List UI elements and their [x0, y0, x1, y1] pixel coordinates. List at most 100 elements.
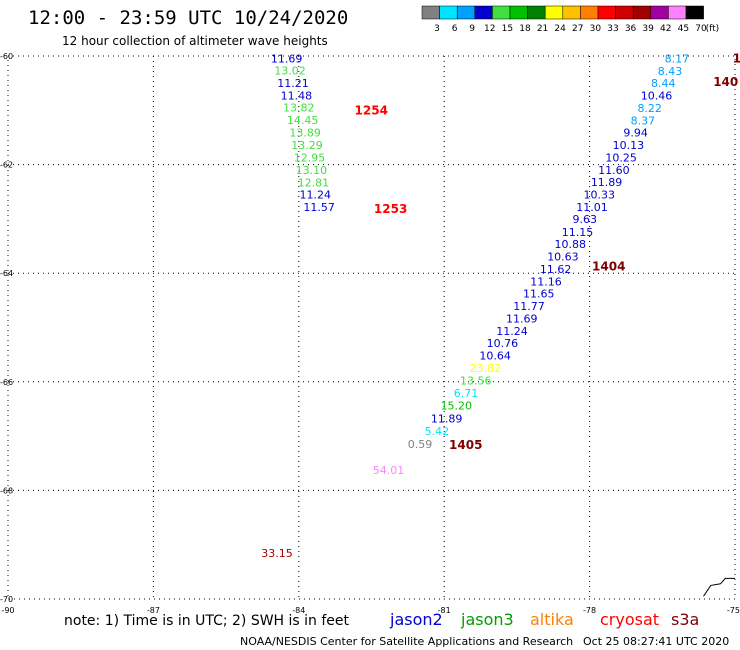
colorbar-tick-label: 24 [554, 24, 566, 34]
colorbar-tick-label: 39 [642, 24, 654, 34]
wave-height-point: 11.69 [271, 53, 303, 66]
wave-height-point: 12.81 [298, 177, 330, 190]
wave-height-point: 15.20 [441, 400, 473, 413]
satellite-legend: jason2 jason3 altika cryosat s3a [389, 610, 699, 629]
wave-height-point: 11.48 [281, 90, 313, 103]
colorbar-swatch [544, 5, 564, 20]
colorbar-swatch [456, 5, 476, 20]
wave-height-point: 11.69 [506, 312, 538, 325]
colorbar-swatch [527, 5, 546, 20]
wave-height-point: 8.22 [637, 102, 662, 115]
wave-height-point: 11.24 [300, 188, 332, 201]
wave-height-point: 11.01 [576, 201, 608, 214]
colorbar-tick-label: 18 [519, 24, 531, 34]
wave-height-point: 54.01 [373, 464, 405, 477]
x-tick-label: -78 [583, 606, 596, 615]
wave-height-point: 8.37 [631, 115, 656, 128]
x-tick-label: -90 [1, 606, 14, 615]
colorbar-tick-label: 70 [695, 24, 707, 34]
y-tick-label: -60 [0, 52, 13, 61]
wave-height-point: 0.59 [408, 438, 433, 451]
wave-height-point: 6.71 [454, 387, 479, 400]
colorbar-swatch [562, 5, 581, 20]
wave-height-point: 11.16 [530, 275, 562, 288]
y-tick-label: -70 [0, 595, 13, 604]
colorbar-tick-label: 42 [660, 24, 671, 34]
wave-height-point: 8.43 [658, 65, 683, 78]
wave-height-point: 13.02 [274, 65, 306, 78]
satellite-legend-item: jason3 [460, 610, 514, 629]
wave-height-point: 13.82 [283, 102, 315, 115]
pass-time-label: 1254 [355, 103, 388, 117]
colorbar-swatch [439, 5, 458, 20]
axes: -90 -87 -84 -81 -78 -75 -60 -62 -64 -66 -68 -70 [0, 52, 740, 615]
wave-height-point: 11.57 [303, 201, 335, 214]
y-tick-label: -64 [0, 269, 13, 278]
colorbar-swatch [580, 5, 599, 20]
colorbar-tick-label: 33 [607, 24, 618, 34]
x-tick-label: -87 [147, 606, 160, 615]
y-tick-label: -62 [0, 161, 13, 170]
colorbar-tick-label: 21 [537, 24, 548, 34]
colorbar-swatch [650, 5, 669, 20]
wave-height-point: 8.17 [665, 53, 690, 66]
footer-note: note: 1) Time is in UTC; 2) SWH is in fe… [64, 613, 350, 629]
colorbar-legend: 3 6 9 12 15 18 21 24 27 30 33 36 39 42 45 70(ft) [421, 5, 720, 34]
wave-height-point: 13.10 [296, 164, 328, 177]
colorbar-tick-label: 45 [678, 24, 689, 34]
colorbar-tick-label: 30 [590, 24, 602, 34]
wave-height-point: 11.24 [496, 325, 528, 338]
wave-height-point: 9.94 [623, 127, 648, 140]
wave-height-point: 10.88 [554, 238, 586, 251]
x-tick-label: -84 [292, 606, 305, 615]
wave-height-point: 11.89 [591, 176, 623, 189]
wave-height-point: 11.65 [523, 287, 555, 300]
colorbar-tick-label: 9 [469, 24, 475, 34]
satellite-legend-item: cryosat [600, 610, 659, 629]
wave-height-point: 10.33 [584, 188, 616, 201]
pass-time-label: 1405 [449, 438, 482, 452]
pass-time-label: 1404 [592, 260, 625, 274]
pass-time-label: 1 [733, 52, 740, 66]
colorbar-swatch [597, 5, 616, 20]
satellite-legend-item: altika [530, 610, 574, 629]
wave-height-point: 13.29 [291, 139, 323, 152]
wave-height-point: 10.13 [613, 139, 645, 152]
y-tick-label: -66 [0, 378, 13, 387]
colorbar-swatch [685, 5, 704, 20]
wave-height-point: 10.63 [547, 250, 579, 263]
wave-height-point: 11.60 [598, 164, 630, 177]
coastline-segment [703, 577, 735, 597]
colorbar-swatch [474, 5, 493, 20]
wave-height-point: 10.25 [605, 152, 637, 165]
wave-height-point: 14.45 [287, 114, 319, 127]
chart-subtitle: 12 hour collection of altimeter wave hei… [62, 34, 328, 48]
satellite-legend-item: s3a [671, 610, 699, 629]
satellite-legend-item: jason2 [389, 610, 443, 629]
colorbar-tick-label: 3 [434, 24, 440, 34]
colorbar-unit: (ft) [706, 24, 720, 34]
coastline [703, 577, 735, 597]
wave-height-point: 11.62 [540, 263, 572, 276]
wave-height-point: 9.63 [573, 213, 598, 226]
wave-height-point: 10.64 [479, 350, 511, 363]
wave-height-point: 11.89 [431, 413, 463, 426]
colorbar-tick-label: 6 [452, 24, 458, 34]
colorbar-tick-label: 12 [484, 24, 495, 34]
wave-height-point: 11.21 [277, 77, 309, 90]
colorbar-swatch [492, 5, 511, 20]
y-tick-label: -68 [0, 486, 13, 495]
x-tick-label: -81 [438, 606, 451, 615]
colorbar-tick-label: 27 [572, 24, 583, 34]
wave-height-point: 8.44 [651, 77, 676, 90]
wave-height-point: 10.46 [641, 90, 673, 103]
x-tick-label: -75 [727, 606, 740, 615]
colorbar-swatch [421, 5, 440, 20]
colorbar-swatch [632, 5, 652, 20]
pass-labels: 1254 1253 1404 1405 140 1 [355, 52, 740, 452]
pass-time-label: 1253 [374, 202, 407, 216]
wave-height-point: 5.42 [425, 425, 450, 438]
wave-height-point: 11.77 [513, 300, 545, 313]
